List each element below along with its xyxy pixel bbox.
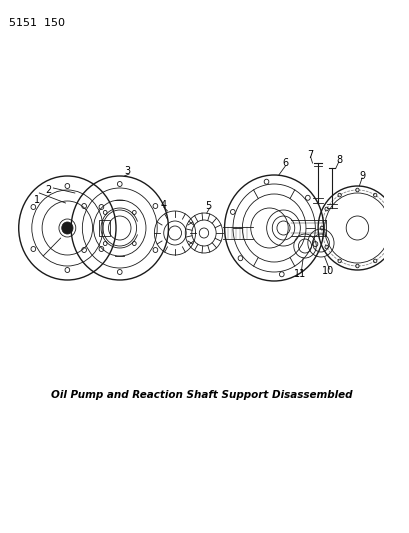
Circle shape [62, 222, 73, 234]
Text: 3: 3 [124, 166, 130, 176]
Text: 2: 2 [45, 185, 52, 195]
Text: 9: 9 [358, 171, 364, 181]
Text: 1: 1 [34, 195, 40, 205]
Text: 8: 8 [336, 155, 342, 165]
Text: Oil Pump and Reaction Shaft Support Disassembled: Oil Pump and Reaction Shaft Support Disa… [52, 390, 352, 400]
Text: 11: 11 [294, 269, 306, 279]
Text: 5: 5 [205, 201, 211, 211]
Text: 7: 7 [307, 150, 313, 160]
Circle shape [63, 224, 71, 232]
Text: 6: 6 [282, 158, 288, 168]
Text: 4: 4 [160, 200, 166, 210]
Text: 10: 10 [321, 266, 334, 276]
Bar [99, 220, 110, 236]
Text: 5151  150: 5151 150 [9, 18, 65, 28]
